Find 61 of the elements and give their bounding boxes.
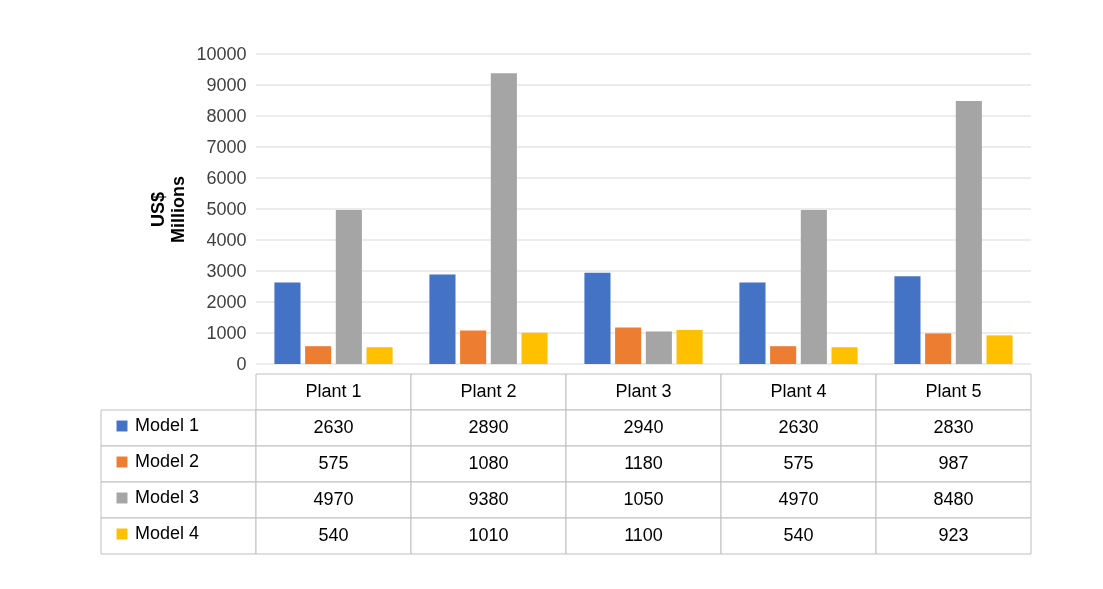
- bar: [366, 347, 393, 364]
- bar: [429, 274, 456, 364]
- y-tick-label: 10000: [196, 43, 247, 64]
- data-label: 987: [938, 453, 969, 473]
- bar: [584, 272, 611, 364]
- bar: [274, 282, 301, 364]
- data-label: 8480: [933, 489, 974, 509]
- data-label: 575: [318, 453, 349, 473]
- bar: [676, 329, 703, 364]
- x-tick-label: Plant 2: [460, 381, 517, 401]
- data-label: 540: [783, 525, 814, 545]
- bar: [831, 347, 858, 364]
- data-label: 1050: [623, 489, 664, 509]
- bar: [770, 346, 797, 364]
- bar: [521, 332, 548, 364]
- y-tick-label: 7000: [206, 136, 247, 157]
- bar: [645, 331, 672, 364]
- legend-label: Model 3: [135, 487, 200, 507]
- data-label: 2630: [313, 417, 354, 437]
- data-label: 575: [783, 453, 814, 473]
- data-label: 1080: [468, 453, 509, 473]
- data-label: 4970: [778, 489, 819, 509]
- x-tick-label: Plant 4: [770, 381, 827, 401]
- data-label: 540: [318, 525, 349, 545]
- y-tick-label: 8000: [206, 105, 247, 126]
- data-label: 4970: [313, 489, 354, 509]
- bar: [615, 327, 642, 364]
- bar: [986, 335, 1013, 364]
- data-label: 1010: [468, 525, 509, 545]
- legend-label: Model 1: [135, 415, 200, 435]
- x-tick-label: Plant 3: [615, 381, 672, 401]
- y-tick-label: 2000: [206, 291, 247, 312]
- x-tick-label: Plant 1: [305, 381, 362, 401]
- y-tick-label: 1000: [206, 322, 247, 343]
- data-label: 9380: [468, 489, 509, 509]
- bar: [894, 276, 921, 364]
- data-label: 2830: [933, 417, 974, 437]
- y-tick-label: 5000: [206, 198, 247, 219]
- data-label: 1100: [624, 525, 663, 545]
- bar: [490, 73, 517, 364]
- data-label: 923: [938, 525, 969, 545]
- bar: [739, 282, 766, 364]
- y-tick-label: 6000: [206, 167, 247, 188]
- y-tick-label: 9000: [206, 74, 247, 95]
- bar: [925, 333, 952, 364]
- bar: [460, 330, 487, 364]
- y-tick-label: 0: [236, 353, 247, 374]
- data-label: 1180: [624, 453, 663, 473]
- bar: [335, 209, 362, 364]
- data-label: 2940: [623, 417, 664, 437]
- bar: [955, 101, 982, 364]
- legend-label: Model 2: [135, 451, 200, 471]
- y-axis-title: US$ Millions: [148, 176, 189, 243]
- data-label: 2630: [778, 417, 819, 437]
- legend-label: Model 4: [135, 523, 200, 543]
- bar: [305, 346, 332, 364]
- x-tick-label: Plant 5: [925, 381, 982, 401]
- y-tick-label: 3000: [206, 260, 247, 281]
- bar: [800, 209, 827, 364]
- y-tick-label: 4000: [206, 229, 247, 250]
- data-label: 2890: [468, 417, 509, 437]
